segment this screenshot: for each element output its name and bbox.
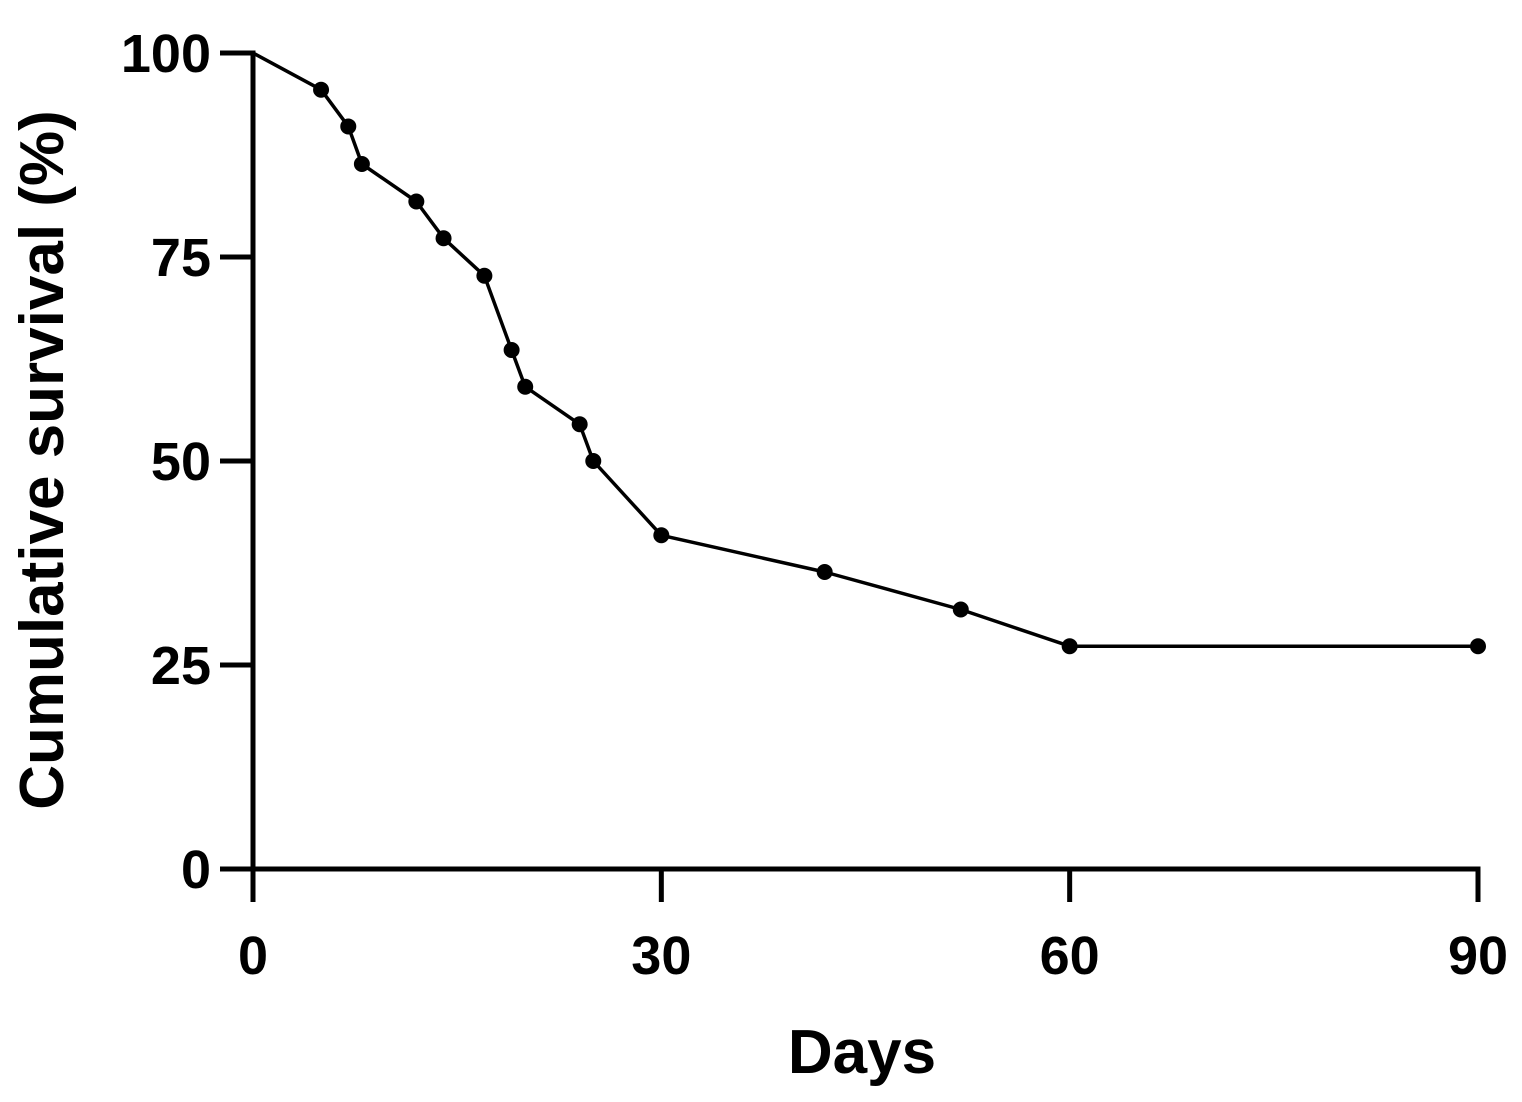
y-tick-label: 50	[151, 432, 211, 492]
data-point	[653, 527, 670, 544]
y-tick-label: 0	[181, 840, 211, 900]
x-tick-label: 30	[631, 926, 691, 986]
data-point	[952, 601, 969, 618]
data-point	[1470, 638, 1486, 655]
x-tick-label: 60	[1040, 926, 1100, 986]
data-point	[340, 118, 357, 135]
survival-data-points	[313, 81, 1486, 655]
x-tick-label: 90	[1448, 926, 1508, 986]
x-axis-ticks: 0 30 60 90	[238, 869, 1508, 986]
data-point	[503, 342, 520, 359]
data-point	[435, 230, 452, 247]
data-point	[353, 155, 370, 172]
y-tick-label: 25	[151, 636, 211, 696]
y-tick-label: 75	[151, 228, 211, 288]
data-point	[816, 563, 833, 580]
data-point	[585, 453, 602, 469]
y-axis-title: Cumulative survival (%)	[8, 110, 77, 809]
data-point	[571, 416, 588, 433]
data-point	[517, 378, 534, 395]
x-axis-title: Days	[788, 1018, 936, 1087]
data-point	[408, 193, 425, 210]
y-tick-label: 100	[121, 24, 211, 84]
y-axis-ticks: 0 25 50 75 100	[121, 24, 253, 900]
survival-series-line	[252, 51, 1478, 648]
data-point	[476, 267, 493, 284]
x-tick-label: 0	[238, 926, 268, 986]
data-point	[313, 81, 330, 98]
data-point	[1061, 638, 1078, 655]
